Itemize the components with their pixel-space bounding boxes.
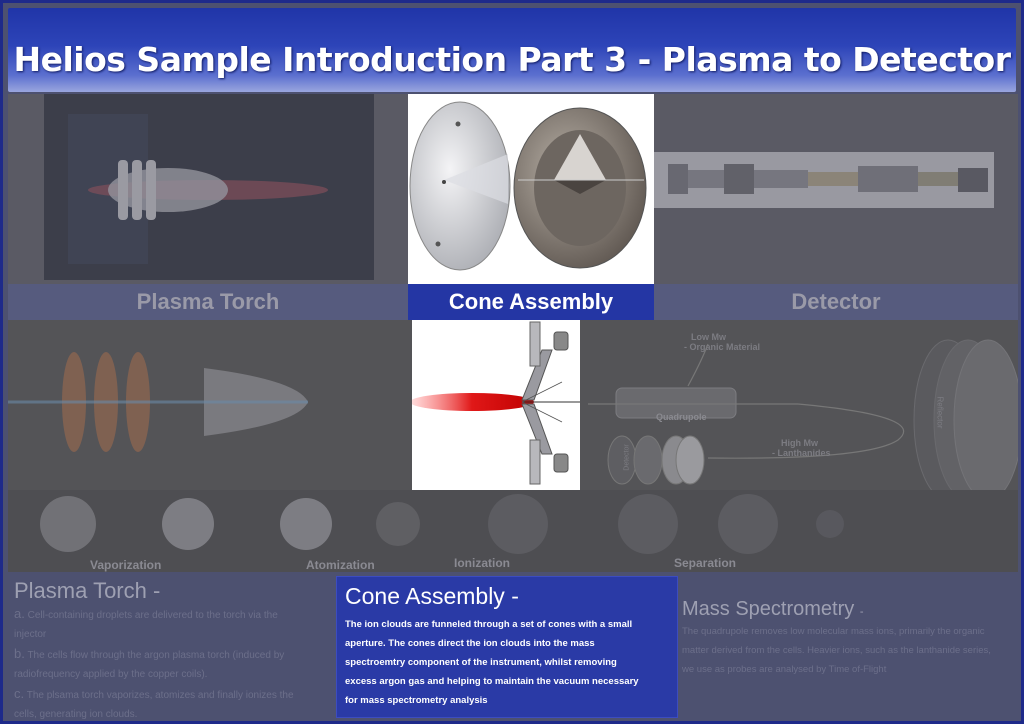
torch-line: injector — [14, 629, 47, 640]
mass-spec-panel-title: Mass Spectrometry - — [682, 598, 864, 620]
mass-spec-panel-text: The quadrupole removes low molecular mas… — [682, 626, 991, 675]
high-mw-label: High Mw — [781, 438, 818, 448]
section-label-detector: Detector — [791, 289, 881, 314]
torch-line: c. The plsama torch vaporizes, atomizes … — [14, 686, 294, 701]
low-mw-sublabel: - Organic Material — [684, 342, 761, 352]
cone-schematic-highlight — [412, 320, 580, 490]
cone-assembly-panel-text: The ion clouds are funneled through a se… — [345, 619, 639, 706]
cone-assembly-panel: Cone Assembly - The ion clouds are funne… — [336, 576, 678, 718]
process-label-separation: Separation — [674, 556, 737, 570]
plasma-torch-photo — [8, 94, 408, 286]
ionization-process-row: Vaporization Atomization Ionization Sepa… — [8, 490, 1018, 572]
plasma-torch-panel-title: Plasma Torch - — [14, 578, 161, 603]
torch-line: b. The cells flow through the argon plas… — [14, 646, 285, 661]
detector-schematic-label: Detector — [623, 444, 631, 471]
section-label-cone-assembly: Cone Assembly — [408, 284, 654, 320]
cone-assembly-panel-title: Cone Assembly - — [345, 583, 519, 609]
reflector-label: Reflector — [935, 396, 945, 429]
torch-line: a. Cell-containing droplets are delivere… — [14, 606, 278, 621]
low-mw-label: Low Mw — [691, 332, 726, 342]
page-title: Helios Sample Introduction Part 3 - Plas… — [13, 40, 1012, 79]
process-label-atomization: Atomization — [306, 558, 375, 572]
detector-photo — [654, 94, 1018, 286]
header-banner: Helios Sample Introduction Part 3 - Plas… — [8, 8, 1016, 92]
high-mw-sublabel: - Lanthanides — [772, 448, 831, 458]
quadrupole-label: Quadrupole — [656, 412, 707, 422]
process-label-ionization: Ionization — [454, 556, 510, 570]
cone-assembly-photo — [408, 94, 654, 286]
torch-line: radiofrequency applied by the copper coi… — [14, 669, 208, 680]
torch-line: cells, generating ion clouds. — [14, 709, 138, 720]
plasma-torch-panel-text: a. Cell-containing droplets are delivere… — [14, 604, 332, 724]
process-label-vaporization: Vaporization — [90, 558, 162, 572]
section-label-plasma-torch: Plasma Torch — [136, 289, 280, 314]
